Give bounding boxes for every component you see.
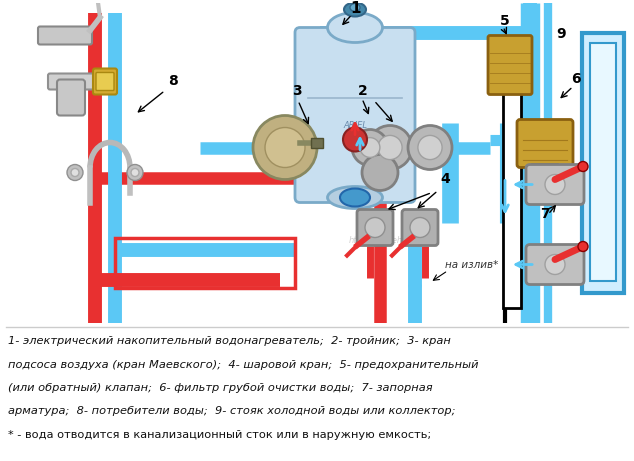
Text: (или обратный) клапан;  6- фильтр грубой очистки воды;  7- запорная: (или обратный) клапан; 6- фильтр грубой …	[8, 383, 432, 393]
FancyBboxPatch shape	[57, 79, 85, 116]
Circle shape	[253, 116, 317, 179]
Circle shape	[362, 154, 398, 190]
Text: 1- электрический накопительный водонагреватель;  2- тройник;  3- кран: 1- электрический накопительный водонагре…	[8, 337, 451, 346]
Text: * - вода отводится в канализационный сток или в наружную емкость;: * - вода отводится в канализационный сто…	[8, 430, 431, 440]
Circle shape	[71, 169, 79, 177]
Text: 7: 7	[540, 207, 550, 220]
FancyBboxPatch shape	[517, 119, 573, 167]
Circle shape	[408, 125, 452, 170]
Ellipse shape	[328, 187, 382, 208]
FancyBboxPatch shape	[357, 209, 393, 246]
Circle shape	[127, 165, 143, 181]
Circle shape	[545, 175, 565, 195]
Bar	[590, 42, 616, 280]
Ellipse shape	[344, 2, 366, 17]
Circle shape	[265, 128, 305, 167]
Bar	[503, 37, 521, 307]
Ellipse shape	[328, 12, 382, 42]
FancyBboxPatch shape	[93, 69, 117, 95]
FancyBboxPatch shape	[38, 26, 92, 45]
FancyBboxPatch shape	[526, 244, 584, 284]
Bar	[311, 137, 323, 148]
Text: http://santeh.olx.ua: http://santeh.olx.ua	[349, 236, 431, 244]
Circle shape	[578, 161, 588, 171]
Bar	[582, 33, 624, 292]
Circle shape	[131, 169, 139, 177]
Bar	[505, 40, 519, 306]
FancyBboxPatch shape	[526, 165, 584, 205]
Circle shape	[365, 218, 385, 237]
Ellipse shape	[350, 4, 360, 12]
Text: 6: 6	[571, 71, 581, 85]
Circle shape	[578, 242, 588, 252]
Circle shape	[368, 125, 412, 170]
FancyBboxPatch shape	[295, 28, 415, 202]
Circle shape	[343, 128, 367, 152]
Text: на излив*: на излив*	[445, 260, 498, 270]
Circle shape	[410, 218, 430, 237]
Circle shape	[360, 137, 380, 157]
Text: арматура;  8- потребители воды;  9- стояк холодной воды или коллектор;: арматура; 8- потребители воды; 9- стояк …	[8, 407, 455, 416]
Circle shape	[418, 136, 442, 160]
Bar	[115, 237, 295, 288]
Text: 4: 4	[440, 171, 450, 185]
Polygon shape	[533, 165, 557, 189]
Text: ARIEL: ARIEL	[343, 120, 367, 130]
Text: 9: 9	[556, 26, 566, 41]
Text: 8: 8	[168, 73, 178, 88]
Circle shape	[378, 136, 402, 160]
FancyBboxPatch shape	[96, 72, 114, 90]
Ellipse shape	[340, 189, 370, 207]
Text: 2: 2	[358, 83, 368, 98]
Text: 1: 1	[350, 0, 361, 16]
Text: подсоса воздуха (кран Маевского);  4- шаровой кран;  5- предохранительный: подсоса воздуха (кран Маевского); 4- шар…	[8, 360, 479, 370]
Text: 3: 3	[292, 83, 302, 98]
Circle shape	[352, 130, 388, 165]
FancyBboxPatch shape	[48, 73, 97, 89]
Text: 5: 5	[500, 13, 510, 28]
Circle shape	[545, 254, 565, 274]
FancyBboxPatch shape	[488, 35, 532, 95]
FancyBboxPatch shape	[402, 209, 438, 246]
Circle shape	[67, 165, 83, 181]
